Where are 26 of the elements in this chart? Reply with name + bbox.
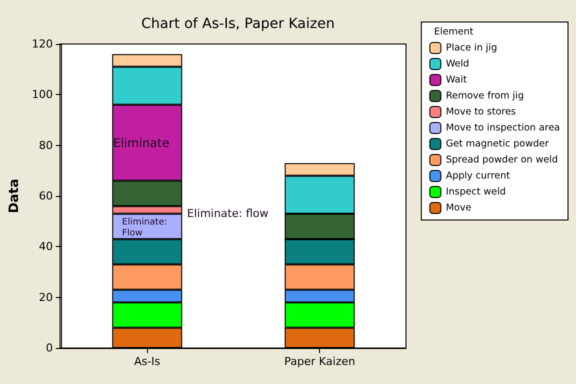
legend-label: Wait xyxy=(446,74,468,86)
x-tick-label: As-Is xyxy=(134,355,161,368)
legend-label: Weld xyxy=(446,58,470,70)
legend-label: Move xyxy=(446,202,472,214)
y-axis-title: Data xyxy=(7,178,22,214)
y-tick-label: 20 xyxy=(38,290,53,304)
annotation: Eliminate: Flow xyxy=(122,218,168,238)
y-tick-label: 100 xyxy=(32,88,53,102)
legend-label: Move to inspection area xyxy=(446,122,560,134)
annotation: Eliminate xyxy=(113,136,170,150)
legend-label: Place in jig xyxy=(446,42,498,54)
legend-title: Element xyxy=(434,26,474,38)
legend-label: Get magnetic powder xyxy=(446,138,549,150)
annotation: Eliminate: flow xyxy=(187,207,268,220)
legend-label: Apply current xyxy=(446,170,510,182)
y-tick-label: 60 xyxy=(38,190,53,202)
y-tick-label: 0 xyxy=(46,342,53,354)
legend-label: Move to stores xyxy=(446,106,516,118)
y-tick-label: 80 xyxy=(38,138,53,152)
legend-label: Inspect weld xyxy=(446,186,506,198)
y-tick-label: 40 xyxy=(38,240,53,254)
chart-title: Chart of As-Is, Paper Kaizen xyxy=(141,16,335,32)
legend-label: Spread powder on weld xyxy=(446,154,558,166)
legend-label: Remove from jig xyxy=(446,90,524,102)
y-tick-label: 120 xyxy=(32,38,53,50)
x-tick-label: Paper Kaizen xyxy=(284,355,356,368)
